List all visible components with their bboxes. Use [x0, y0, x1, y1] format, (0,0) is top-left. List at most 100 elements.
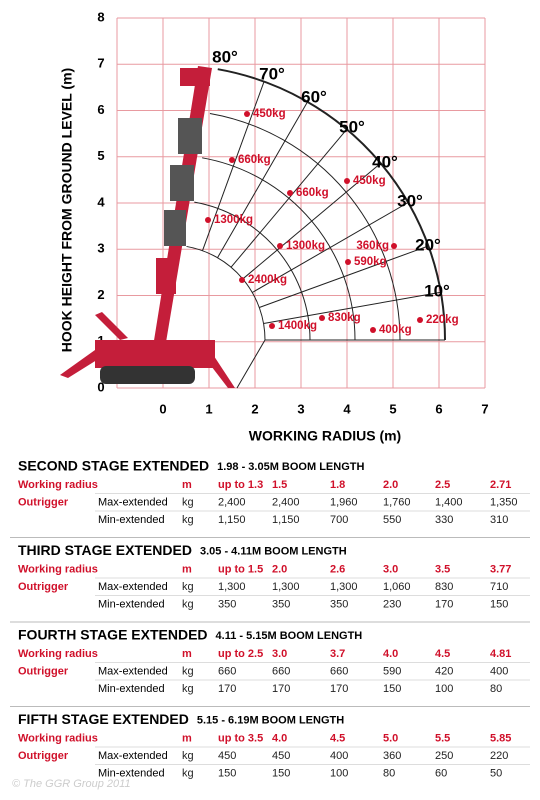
table-cell: 420	[435, 665, 453, 677]
row-sublabel: Max-extended	[98, 496, 168, 508]
table-cell: 350	[330, 598, 348, 610]
row-unit: m	[182, 563, 192, 575]
load-dot	[205, 217, 211, 223]
table-cell: 400	[330, 750, 348, 762]
table-cell: 220	[490, 750, 508, 762]
table-cell: 2,400	[272, 496, 300, 508]
table-cell: 1,150	[218, 514, 246, 526]
table-cell: 5.0	[383, 732, 398, 744]
crane-illustration	[60, 66, 235, 388]
table-cell: 2.0	[272, 563, 287, 575]
table-cell: 360	[383, 750, 401, 762]
table-cell: up to 2.5	[218, 648, 263, 660]
load-label: 660kg	[296, 187, 329, 199]
table-cell: 550	[383, 514, 401, 526]
load-dot	[269, 323, 275, 329]
load-dot	[287, 190, 293, 196]
load-dot	[229, 157, 235, 163]
x-tick-label: 5	[389, 401, 396, 416]
row-unit: kg	[182, 683, 194, 695]
table-cell: 5.85	[490, 732, 511, 744]
row-unit: kg	[182, 581, 194, 593]
angle-label: 10°	[424, 281, 450, 300]
y-tick-label: 6	[97, 102, 104, 117]
table-title: SECOND STAGE EXTENDED	[18, 458, 209, 474]
table-cell: 2,400	[218, 496, 246, 508]
row-label: Working radius	[18, 563, 98, 575]
table-cell: 4.0	[272, 732, 287, 744]
load-label: 360kg	[356, 240, 389, 252]
row-unit: kg	[182, 767, 194, 779]
table-title: FOURTH STAGE EXTENDED	[18, 627, 208, 643]
x-tick-label: 1	[205, 401, 212, 416]
table-cell: 2.0	[383, 479, 398, 491]
table-subtitle: 5.15 - 6.19M BOOM LENGTH	[197, 714, 344, 726]
y-tick-label: 5	[97, 148, 104, 163]
table-cell: up to 3.5	[218, 732, 263, 744]
table-cell: 1,300	[218, 581, 246, 593]
angle-label: 50°	[339, 117, 365, 136]
load-dot	[345, 259, 351, 265]
table-cell: 350	[272, 598, 290, 610]
row-sublabel: Min-extended	[98, 514, 165, 526]
table-cell: 1,300	[330, 581, 358, 593]
angle-ray	[202, 81, 265, 251]
copyright: © The GGR Group 2011	[12, 778, 131, 790]
angle-label: 80°	[212, 47, 238, 66]
y-tick-label: 3	[97, 241, 104, 256]
row-unit: kg	[182, 750, 194, 762]
row-sublabel: Max-extended	[98, 581, 168, 593]
load-label: 1300kg	[214, 214, 253, 226]
x-tick-label: 6	[435, 401, 442, 416]
table-cell: 400	[490, 665, 508, 677]
table-cell: 590	[383, 665, 401, 677]
angle-ray	[217, 101, 308, 258]
y-tick-label: 0	[97, 379, 104, 394]
table-cell: 2.5	[435, 479, 450, 491]
x-tick-label: 4	[343, 401, 351, 416]
table-cell: 4.81	[490, 648, 511, 660]
table-cell: 170	[272, 683, 290, 695]
load-dot	[277, 243, 283, 249]
angle-label: 70°	[259, 64, 285, 83]
table-cell: 830	[435, 581, 453, 593]
row-label: Working radius	[18, 732, 98, 744]
load-label: 1400kg	[278, 320, 317, 332]
table-cell: 1.5	[272, 479, 287, 491]
table-cell: 660	[330, 665, 348, 677]
range-arc	[186, 245, 266, 341]
table-cell: 150	[218, 767, 236, 779]
table-cell: 450	[218, 750, 236, 762]
table-cell: 150	[490, 598, 508, 610]
angle-label: 40°	[372, 152, 398, 171]
row-sublabel: Min-extended	[98, 683, 165, 695]
table-cell: 3.7	[330, 648, 345, 660]
row-sublabel: Min-extended	[98, 598, 165, 610]
load-label: 450kg	[253, 108, 286, 120]
row-unit: kg	[182, 514, 194, 526]
table-cell: 4.5	[330, 732, 345, 744]
table-cell: 50	[490, 767, 502, 779]
load-dot	[344, 178, 350, 184]
row-sublabel: Min-extended	[98, 767, 165, 779]
table-cell: 3.5	[435, 563, 450, 575]
angle-ray	[263, 291, 441, 324]
table-cell: 3.77	[490, 563, 511, 575]
table-cell: 250	[435, 750, 453, 762]
row-unit: m	[182, 648, 192, 660]
table-cell: 700	[330, 514, 348, 526]
table-cell: 4.0	[383, 648, 398, 660]
table-cell: 2.71	[490, 479, 511, 491]
table-cell: 1,150	[272, 514, 300, 526]
table-cell: 1,350	[490, 496, 518, 508]
angle-label: 20°	[415, 235, 441, 254]
x-tick-label: 3	[297, 401, 304, 416]
table-cell: 350	[218, 598, 236, 610]
table-cell: 80	[383, 767, 395, 779]
angle-ray	[242, 162, 381, 280]
table-title: THIRD STAGE EXTENDED	[18, 542, 192, 558]
table-cell: 170	[218, 683, 236, 695]
angle-ray	[259, 245, 429, 308]
load-label: 2400kg	[248, 274, 287, 286]
